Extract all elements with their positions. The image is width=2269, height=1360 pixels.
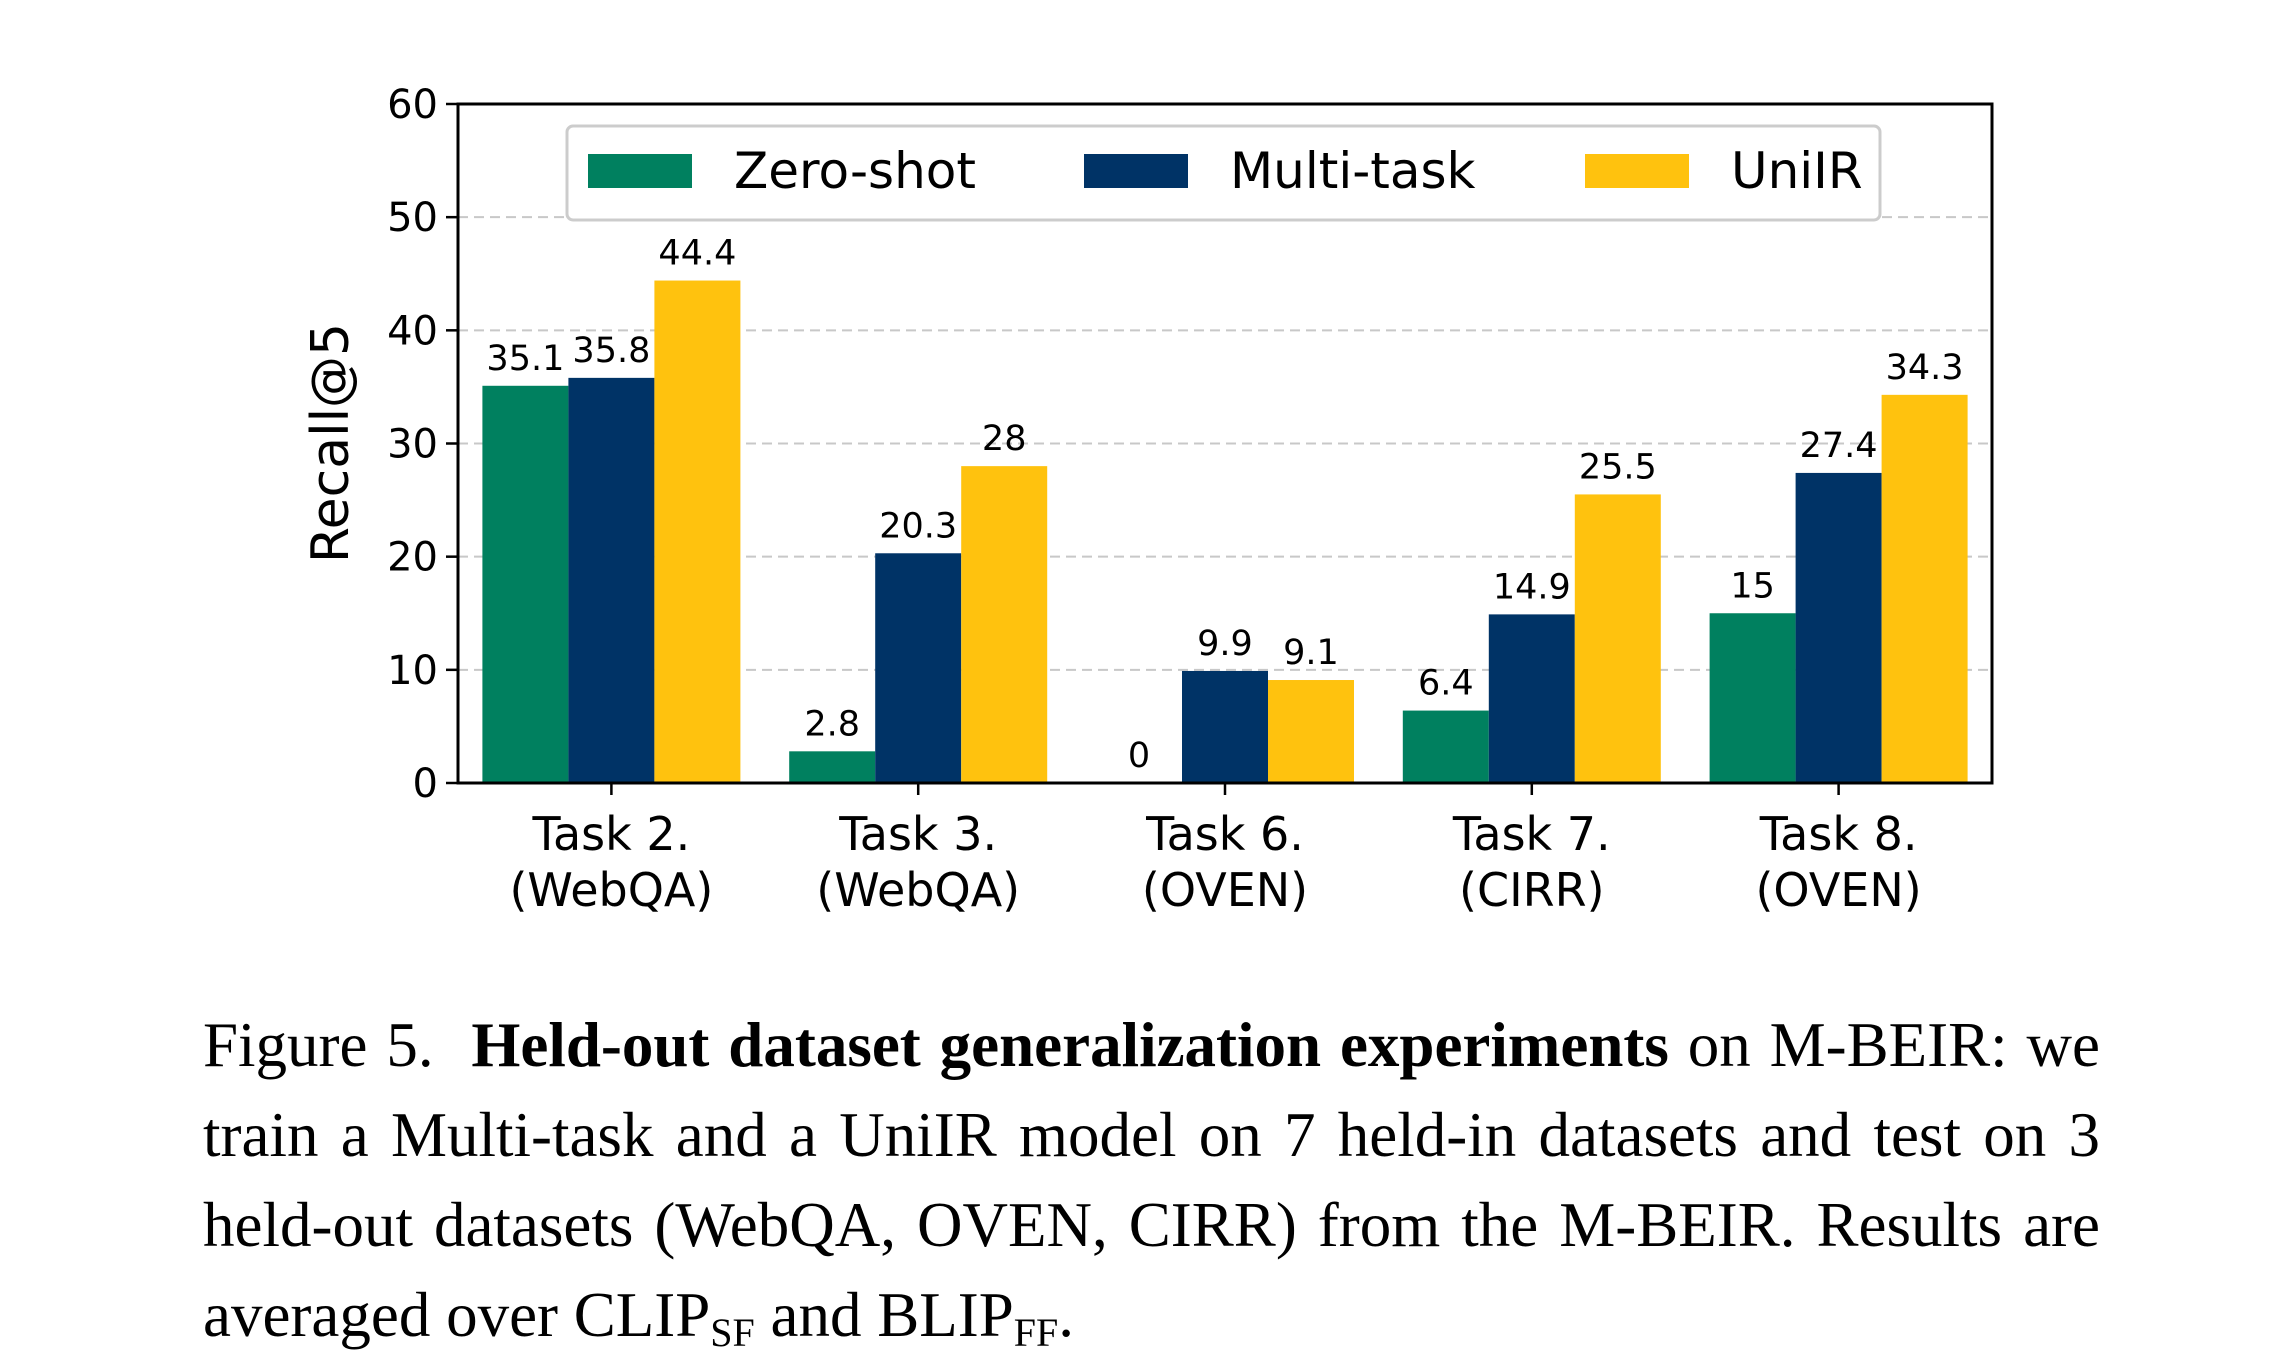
legend-box bbox=[565, 124, 1882, 222]
bar-value-label: 27.4 bbox=[1800, 426, 1878, 466]
x-tick-label: Task 6. bbox=[1145, 807, 1304, 861]
x-axis: Task 2.(WebQA)Task 3.(WebQA)Task 6.(OVEN… bbox=[509, 783, 1922, 917]
x-tick-label: Task 8. bbox=[1759, 807, 1918, 861]
bar bbox=[1402, 710, 1489, 783]
bars-group bbox=[482, 280, 1968, 783]
caption-bold: Held-out dataset generalization experime… bbox=[471, 1010, 1669, 1080]
figure-caption: Figure 5. Held-out dataset generalizatio… bbox=[203, 1000, 2100, 1360]
y-axis-label: Recall@5 bbox=[301, 323, 361, 563]
legend-swatch bbox=[588, 154, 692, 188]
bar-value-label: 9.9 bbox=[1197, 624, 1253, 664]
y-tick-label: 50 bbox=[387, 195, 438, 241]
bar-value-label: 34.3 bbox=[1886, 348, 1964, 388]
bar-value-label: 35.8 bbox=[572, 331, 650, 371]
caption-sub-1: SF bbox=[710, 1310, 755, 1355]
bar-value-label: 14.9 bbox=[1493, 567, 1571, 607]
y-tick-label: 0 bbox=[413, 761, 438, 807]
legend-swatch bbox=[1084, 154, 1188, 188]
y-tick-label: 10 bbox=[387, 648, 438, 694]
caption-text-2: and BLIP bbox=[754, 1280, 1014, 1350]
x-tick-label: (OVEN) bbox=[1142, 863, 1308, 917]
legend-swatch bbox=[1585, 154, 1689, 188]
bar bbox=[789, 751, 876, 783]
bar bbox=[1268, 680, 1354, 783]
x-tick-label: Task 7. bbox=[1452, 807, 1611, 861]
legend-label: UniIR bbox=[1731, 142, 1863, 200]
x-tick-label: Task 3. bbox=[838, 807, 997, 861]
bar bbox=[654, 280, 741, 783]
x-tick-label: (WebQA) bbox=[816, 863, 1020, 917]
caption-prefix: Figure 5. bbox=[203, 1010, 434, 1080]
bar-value-label: 2.8 bbox=[804, 704, 860, 744]
legend-label: Multi-task bbox=[1230, 142, 1476, 200]
x-tick-label: (CIRR) bbox=[1459, 863, 1605, 917]
y-tick-label: 60 bbox=[387, 82, 438, 128]
bar-value-label: 0 bbox=[1128, 736, 1150, 776]
bar bbox=[1709, 613, 1796, 783]
x-tick-label: (WebQA) bbox=[509, 863, 713, 917]
y-tick-label: 40 bbox=[387, 308, 438, 354]
bar-value-label: 44.4 bbox=[658, 234, 736, 274]
bar-value-label: 28 bbox=[982, 419, 1027, 459]
x-tick-label: Task 2. bbox=[532, 807, 691, 861]
bar bbox=[1795, 472, 1882, 783]
bar bbox=[961, 466, 1048, 783]
caption-sub-2: FF bbox=[1013, 1310, 1059, 1355]
bar bbox=[1182, 670, 1268, 783]
legend-label: Zero-shot bbox=[734, 142, 976, 200]
bar-value-label: 20.3 bbox=[879, 506, 957, 546]
legend: Zero-shot Multi-task UniIR bbox=[565, 124, 1882, 222]
x-tick-label: (OVEN) bbox=[1755, 863, 1921, 917]
bar-value-label: 9.1 bbox=[1283, 633, 1339, 673]
bar-value-labels: 35.1 35.8 44.4 2.8 20.3 28 0 9.9 9.1 6.4 14.9 25.5 1… bbox=[486, 234, 1963, 776]
caption-text-1: on M-BEIR: we train a Multi-task and a U… bbox=[203, 1010, 2100, 1350]
bar-value-label: 25.5 bbox=[1579, 447, 1657, 487]
caption-text-3: . bbox=[1058, 1280, 1075, 1350]
bar bbox=[875, 553, 962, 783]
bar-value-label: 35.1 bbox=[486, 339, 564, 379]
bar-value-label: 6.4 bbox=[1418, 664, 1474, 704]
bar bbox=[1488, 614, 1575, 783]
bar bbox=[1881, 394, 1968, 783]
bar bbox=[1574, 494, 1661, 783]
bar-value-label: 15 bbox=[1730, 566, 1775, 606]
y-tick-label: 30 bbox=[387, 422, 438, 468]
y-tick-label: 20 bbox=[387, 535, 438, 581]
y-axis: 0 10 20 30 40 50 60 bbox=[387, 82, 458, 807]
bar bbox=[482, 385, 569, 783]
bar bbox=[568, 377, 655, 783]
